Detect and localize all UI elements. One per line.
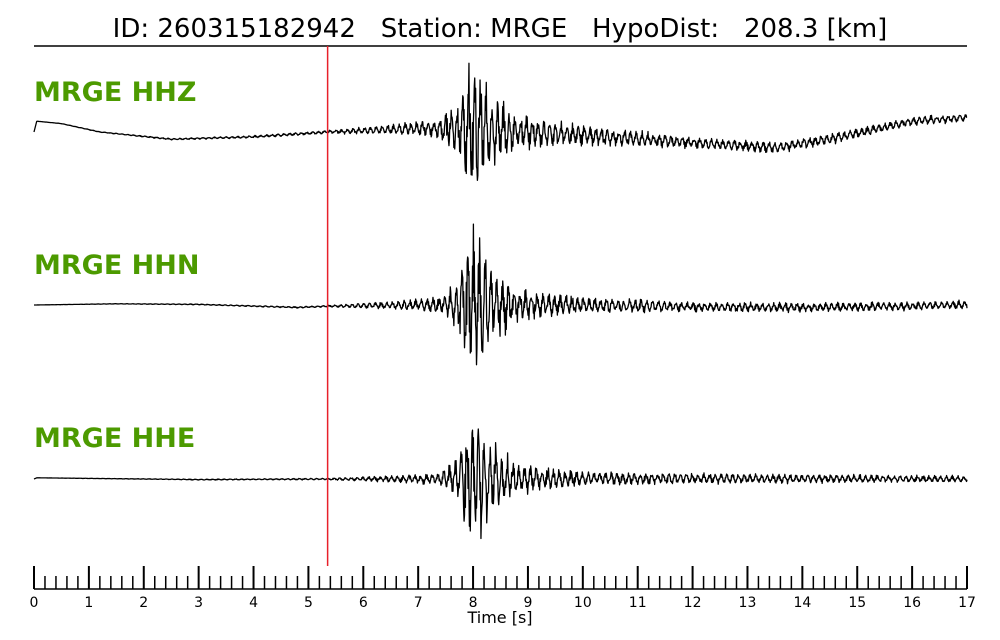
x-tick-label: 14	[793, 595, 811, 611]
x-tick-label: 12	[684, 595, 702, 611]
trace-hhn	[33, 223, 968, 366]
channel-label-hhz: MRGE HHZ	[34, 77, 196, 108]
time-axis: 0 1 2 3 4 5 6 7 8 9 10 11 12 13 14 15 16 17	[30, 566, 976, 611]
x-tick-label: 9	[523, 595, 532, 611]
x-tick-label: 5	[304, 595, 313, 611]
x-tick-label: 17	[958, 595, 976, 611]
hypodist-value: 208.3	[744, 14, 818, 44]
x-tick-label: 13	[739, 595, 757, 611]
channel-label-hhe: MRGE HHE	[34, 423, 195, 454]
x-tick-label: 8	[469, 595, 478, 611]
x-tick-label: 6	[359, 595, 368, 611]
x-axis-label: Time [s]	[466, 608, 532, 627]
x-tick-label: 2	[139, 595, 148, 611]
x-tick-label: 7	[414, 595, 423, 611]
trace-hhe	[33, 428, 968, 540]
event-id: 260315182942	[157, 14, 356, 44]
x-tick-label: 4	[249, 595, 258, 611]
x-tick-label: 11	[629, 595, 647, 611]
id-label: ID:	[113, 14, 149, 44]
trace-hhz	[33, 62, 968, 182]
x-tick-label: 1	[84, 595, 93, 611]
channel-label-hhn: MRGE HHN	[34, 250, 199, 281]
x-tick-label: 10	[574, 595, 592, 611]
x-tick-label: 3	[194, 595, 203, 611]
hypodist-label: HypoDist:	[592, 14, 719, 44]
station-name: MRGE	[490, 14, 567, 44]
station-label: Station:	[381, 14, 482, 44]
x-tick-label: 15	[848, 595, 866, 611]
x-tick-label: 16	[903, 595, 921, 611]
hypodist-unit: [km]	[827, 14, 888, 44]
figure-title: ID: 260315182942 Station: MRGE HypoDist:…	[113, 14, 888, 44]
x-tick-label: 0	[30, 595, 39, 611]
